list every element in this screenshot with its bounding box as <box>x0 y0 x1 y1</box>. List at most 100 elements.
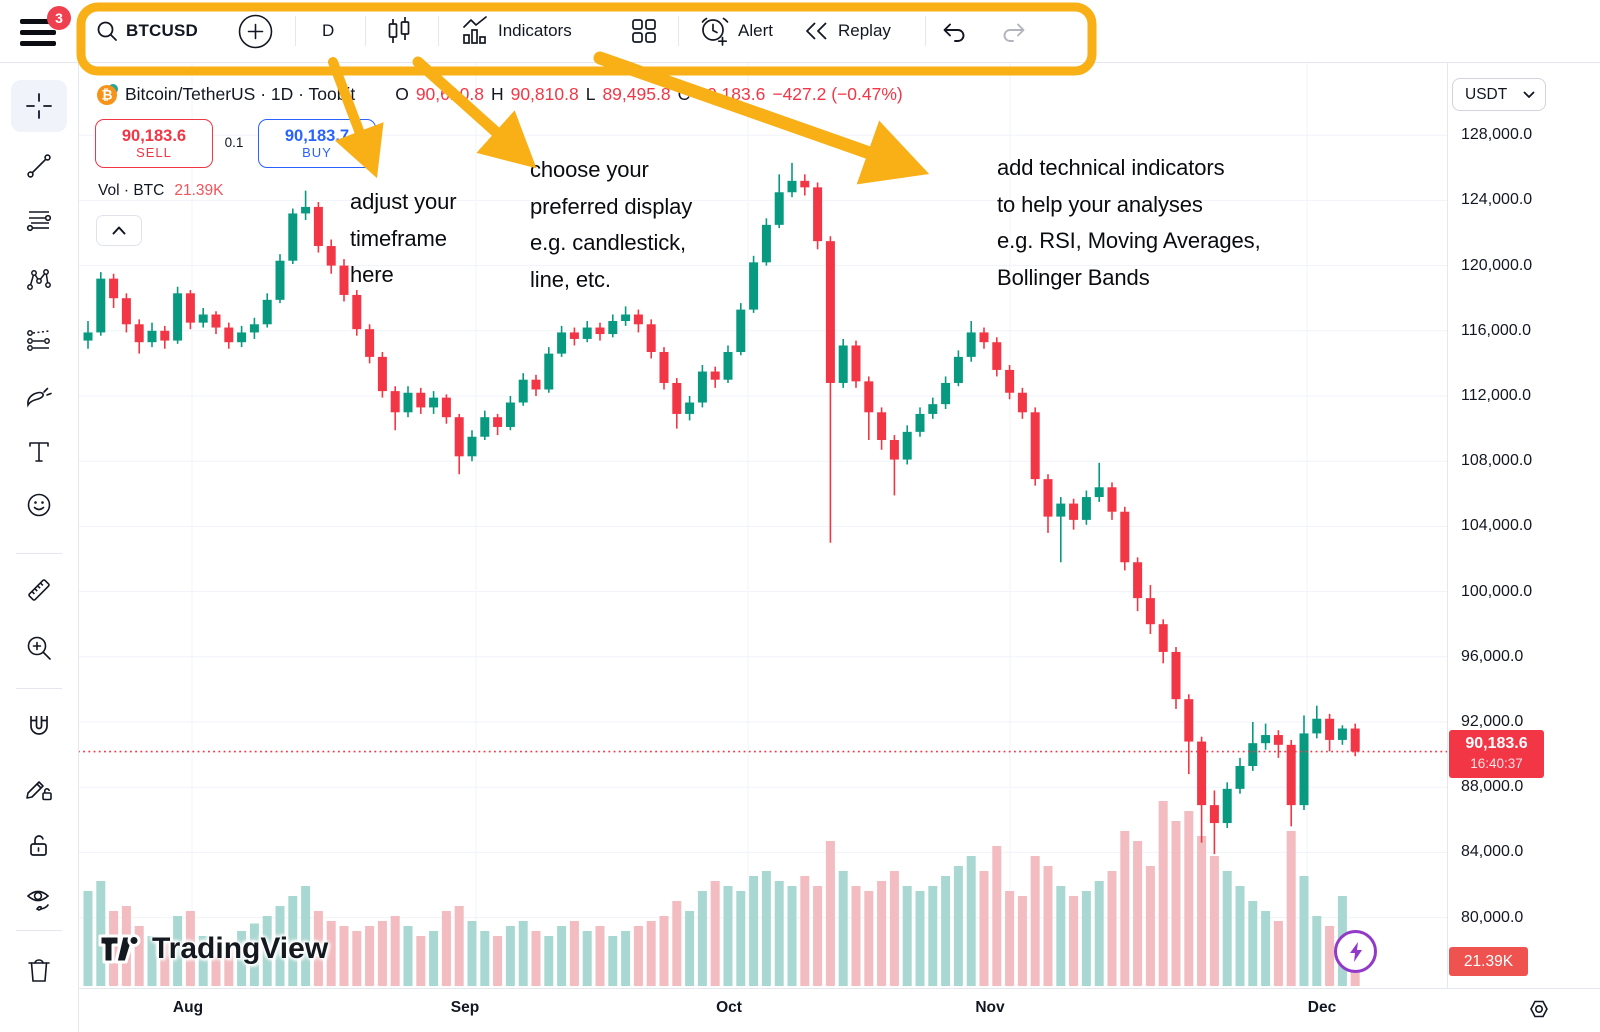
trash-icon <box>28 959 50 982</box>
xabcd-pattern-icon <box>27 269 51 290</box>
volume-axis-tag: 21.39K <box>1449 947 1528 976</box>
toolbar-divider <box>678 16 679 46</box>
grid-layout-icon <box>632 19 656 43</box>
symbol-search-label: BTCUSD <box>126 21 199 40</box>
ohlc-open-key: O <box>395 83 409 104</box>
replay-label: Replay <box>838 21 891 40</box>
gear-icon <box>1530 1000 1548 1018</box>
ruler-icon <box>28 579 50 601</box>
magnet-tool[interactable] <box>11 700 67 752</box>
ohlc-close-key: C <box>677 83 691 104</box>
currency-value: USDT <box>1465 85 1508 103</box>
candlestick-style-icon <box>388 17 410 43</box>
time-axis[interactable] <box>0 988 1600 1032</box>
search-icon <box>97 21 117 41</box>
spread-value: 0.1 <box>224 135 244 150</box>
symbol-search-button[interactable]: BTCUSD <box>96 0 198 62</box>
sidebar-divider <box>16 688 62 689</box>
alert-clock-icon <box>701 17 729 46</box>
toolbar-divider <box>925 16 926 46</box>
magnet-icon <box>30 716 48 735</box>
price-axis-label: 120,000.0 <box>1461 256 1533 274</box>
buy-button[interactable]: 90,183.7 BUY <box>258 119 376 168</box>
price-axis-label: 112,000.0 <box>1461 387 1531 404</box>
notification-badge: 3 <box>47 6 71 30</box>
time-axis-label: Sep <box>450 999 480 1016</box>
collapse-legend-button[interactable] <box>96 215 142 246</box>
indicators-label: Indicators <box>498 21 572 40</box>
pencil-lock-icon <box>26 781 52 801</box>
svg-text:₿: ₿ <box>101 88 112 103</box>
horizontal-lines-icon <box>26 211 52 232</box>
eye-icon <box>26 890 50 911</box>
remove-drawings-tool[interactable] <box>11 944 67 996</box>
currency-dropdown[interactable]: USDT <box>1452 78 1546 111</box>
lock-icon <box>30 835 47 856</box>
pattern-tool[interactable] <box>11 254 67 306</box>
buy-price: 90,183.7 <box>284 126 350 145</box>
boost-button[interactable] <box>1334 930 1377 973</box>
sell-button[interactable]: 90,183.6 SELL <box>95 119 213 168</box>
sell-price: 90,183.6 <box>121 126 187 145</box>
change-value: −427.2 (−0.47%) <box>772 83 903 104</box>
brush-icon <box>27 387 52 408</box>
drawing-mode-lock-tool[interactable] <box>11 762 67 814</box>
redo-button[interactable] <box>1000 0 1028 62</box>
axis-settings-button[interactable] <box>1527 997 1551 1021</box>
emoji-tool[interactable] <box>11 479 67 531</box>
chevron-up-icon <box>112 226 126 235</box>
brush-tool[interactable] <box>11 370 67 422</box>
price-axis-label: 100,000.0 <box>1461 582 1533 600</box>
undo-button[interactable] <box>940 0 968 62</box>
price-axis-label: 116,000.0 <box>1461 321 1531 339</box>
ohlc-open: 90,610.8 <box>415 83 484 104</box>
ohlc-high-key: H <box>490 83 504 104</box>
toolbar-divider <box>295 16 296 46</box>
text-icon <box>29 442 49 462</box>
alert-label: Alert <box>738 21 773 40</box>
undo-icon <box>943 23 965 42</box>
tradingview-watermark: TradingView <box>98 932 328 966</box>
replay-rewind-icon <box>806 22 827 40</box>
volume-legend[interactable]: Vol · BTC 21.39K <box>98 182 223 200</box>
plus-circle-icon <box>238 14 273 48</box>
lightning-icon <box>1349 941 1362 962</box>
hide-drawings-tool[interactable] <box>11 874 67 926</box>
trend-line-icon <box>27 154 51 178</box>
time-axis-label: Aug <box>172 999 204 1016</box>
chart-style-button[interactable] <box>386 0 412 62</box>
time-axis-label: Nov <box>975 999 1005 1016</box>
zoom-in-icon <box>27 636 51 660</box>
replay-button[interactable]: Replay <box>804 0 891 62</box>
price-axis-label: 84,000.0 <box>1461 843 1524 861</box>
price-axis-label: 104,000.0 <box>1461 517 1533 535</box>
compare-add-button[interactable] <box>238 0 273 62</box>
ohlc-low: 89,495.8 <box>602 83 671 104</box>
lock-all-drawings-tool[interactable] <box>11 820 67 872</box>
annotation-chart-style: choose your preferred display e.g. candl… <box>530 157 693 292</box>
chart-legend[interactable]: ₿ Bitcoin/TetherUS · 1D · Toobit O 90,610… <box>96 82 903 106</box>
menu-button[interactable] <box>20 17 58 47</box>
toolbar-divider <box>365 16 366 46</box>
toolbar-divider <box>438 16 439 46</box>
projection-tool[interactable] <box>11 314 67 366</box>
measure-tool[interactable] <box>11 564 67 616</box>
volume-value: 21.39K <box>174 182 224 199</box>
ohlc-high: 90,810.8 <box>510 83 579 104</box>
price-axis-label: 128,000.0 <box>1461 126 1533 144</box>
text-tool[interactable] <box>11 426 67 478</box>
alert-button[interactable]: Alert <box>698 0 773 62</box>
time-axis-label: Dec <box>1307 999 1337 1016</box>
price-axis-label: 88,000.0 <box>1461 778 1524 796</box>
price-axis-label: 124,000.0 <box>1461 191 1533 209</box>
crosshair-tool[interactable] <box>11 80 67 132</box>
fib-retracement-tool[interactable] <box>11 194 67 246</box>
layout-templates-button[interactable] <box>630 0 658 62</box>
zoom-in-tool[interactable] <box>11 622 67 674</box>
projection-icon <box>27 330 50 351</box>
price-axis[interactable] <box>1447 62 1600 988</box>
indicators-button[interactable]: Indicators <box>460 0 572 62</box>
timeframe-button[interactable]: D <box>322 0 334 62</box>
trend-line-tool[interactable] <box>11 140 67 192</box>
